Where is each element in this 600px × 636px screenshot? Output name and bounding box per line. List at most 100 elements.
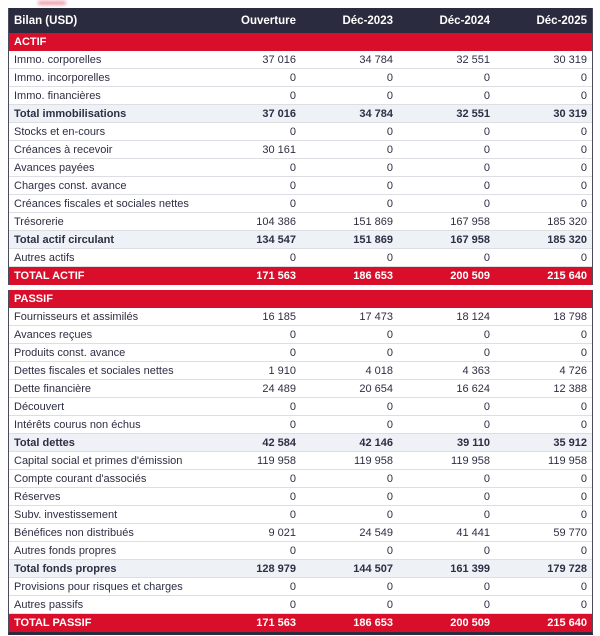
row-value-dec-2025: 215 640 xyxy=(547,617,587,629)
table-row: Dette financière 24 489 20 654 16 624 12… xyxy=(9,380,592,398)
row-label: Compte courant d'associés xyxy=(14,472,147,485)
row-value-dec-2025: 0 xyxy=(580,251,587,264)
table-row: Avances payées 0 0 0 0 xyxy=(9,159,592,177)
table-row: Immo. incorporelles 0 0 0 0 xyxy=(9,69,592,87)
row-value-ouverture: 171 563 xyxy=(256,617,296,629)
row-value-dec-2025: 0 xyxy=(580,328,587,341)
row-value-ouverture: 0 xyxy=(289,508,296,521)
row-value-dec-2024: 16 624 xyxy=(456,382,490,395)
row-value-ouverture: 1 910 xyxy=(268,364,296,377)
row-value-dec-2025: 0 xyxy=(580,580,587,593)
row-label: TOTAL ACTIF xyxy=(14,270,85,282)
row-value-dec-2024: 18 124 xyxy=(456,310,490,323)
row-value-dec-2024: 0 xyxy=(483,490,490,503)
row-value-dec-2023: 0 xyxy=(386,490,393,503)
row-value-dec-2025: 0 xyxy=(580,418,587,431)
row-value-dec-2024: 32 551 xyxy=(456,107,490,120)
row-value-ouverture: 0 xyxy=(289,161,296,174)
table-row: Trésorerie 104 386 151 869 167 958 185 3… xyxy=(9,213,592,231)
balance-sheet-table: Bilan (USD) Ouverture Déc-2023 Déc-2024 … xyxy=(8,8,593,635)
row-value-ouverture: 0 xyxy=(289,598,296,611)
row-value-dec-2023: 144 507 xyxy=(353,562,393,575)
row-label: Autres actifs xyxy=(14,251,75,264)
section-header-passif: PASSIF xyxy=(9,290,592,308)
row-label: Total actif circulant xyxy=(14,233,115,246)
row-value-dec-2023: 0 xyxy=(386,328,393,341)
row-label: Créances à recevoir xyxy=(14,143,113,156)
table-row: Dettes fiscales et sociales nettes 1 910… xyxy=(9,362,592,380)
row-value-ouverture: 0 xyxy=(289,89,296,102)
row-label: Dette financière xyxy=(14,382,92,395)
row-value-dec-2025: 4 726 xyxy=(559,364,587,377)
table-row: Avances reçues 0 0 0 0 xyxy=(9,326,592,344)
row-value-dec-2023: 0 xyxy=(386,508,393,521)
row-value-ouverture: 119 958 xyxy=(257,454,296,467)
row-value-ouverture: 37 016 xyxy=(262,53,296,66)
row-value-ouverture: 24 489 xyxy=(262,382,296,395)
row-value-dec-2024: 0 xyxy=(483,346,490,359)
table-row: Créances à recevoir 30 161 0 0 0 xyxy=(9,141,592,159)
row-label: Immo. incorporelles xyxy=(14,71,110,84)
table-body: ACTIF Immo. corporelles 37 016 34 784 32… xyxy=(8,33,593,632)
row-value-dec-2023: 34 784 xyxy=(359,107,393,120)
row-value-dec-2024: 39 110 xyxy=(456,436,490,449)
table-header: Bilan (USD) Ouverture Déc-2023 Déc-2024 … xyxy=(9,8,592,33)
row-value-ouverture: 134 547 xyxy=(256,233,296,246)
row-label: Avances payées xyxy=(14,161,95,174)
table-row: Découvert 0 0 0 0 xyxy=(9,398,592,416)
row-label: Dettes fiscales et sociales nettes xyxy=(14,364,174,377)
row-value-dec-2023: 0 xyxy=(386,418,393,431)
row-value-dec-2025: 12 388 xyxy=(553,382,587,395)
row-value-dec-2023: 0 xyxy=(386,544,393,557)
row-value-dec-2024: 0 xyxy=(483,328,490,341)
row-value-dec-2023: 0 xyxy=(386,125,393,138)
row-value-dec-2025: 30 319 xyxy=(553,107,587,120)
row-value-dec-2024: 0 xyxy=(483,544,490,557)
row-value-dec-2023: 24 549 xyxy=(359,526,393,539)
row-value-dec-2023: 0 xyxy=(386,400,393,413)
row-value-ouverture: 128 979 xyxy=(256,562,296,575)
row-value-ouverture: 171 563 xyxy=(256,270,296,282)
table-row: Autres fonds propres 0 0 0 0 xyxy=(9,542,592,560)
row-value-dec-2024: 0 xyxy=(483,71,490,84)
row-value-ouverture: 0 xyxy=(289,346,296,359)
row-value-dec-2025: 119 958 xyxy=(548,454,587,467)
row-value-ouverture: 0 xyxy=(289,418,296,431)
row-value-dec-2023: 42 146 xyxy=(359,436,393,449)
row-value-dec-2025: 0 xyxy=(580,490,587,503)
table-row: Autres actifs 0 0 0 0 xyxy=(9,249,592,267)
row-value-dec-2023: 34 784 xyxy=(359,53,393,66)
row-value-dec-2024: 0 xyxy=(483,598,490,611)
row-value-dec-2023: 0 xyxy=(386,472,393,485)
row-value-dec-2023: 0 xyxy=(386,143,393,156)
row-value-dec-2024: 0 xyxy=(483,89,490,102)
section-label: ACTIF xyxy=(14,36,47,48)
row-value-dec-2023: 17 473 xyxy=(359,310,393,323)
table-row: Total dettes 42 584 42 146 39 110 35 912 xyxy=(9,434,592,452)
row-label: Produits const. avance xyxy=(14,346,126,359)
row-value-dec-2025: 18 798 xyxy=(553,310,587,323)
row-value-dec-2025: 0 xyxy=(580,71,587,84)
row-value-dec-2023: 20 654 xyxy=(359,382,393,395)
row-value-dec-2023: 0 xyxy=(386,251,393,264)
row-value-dec-2025: 0 xyxy=(580,89,587,102)
row-value-dec-2025: 215 640 xyxy=(547,270,587,282)
row-value-dec-2024: 0 xyxy=(483,580,490,593)
row-value-ouverture: 0 xyxy=(289,544,296,557)
table-row: Intérêts courus non échus 0 0 0 0 xyxy=(9,416,592,434)
row-value-dec-2025: 0 xyxy=(580,143,587,156)
row-value-dec-2025: 0 xyxy=(580,197,587,210)
row-value-dec-2024: 0 xyxy=(483,400,490,413)
table-row: Immo. corporelles 37 016 34 784 32 551 3… xyxy=(9,51,592,69)
row-value-dec-2024: 200 509 xyxy=(450,270,490,282)
table-row: Total fonds propres 128 979 144 507 161 … xyxy=(9,560,592,578)
row-value-dec-2023: 186 653 xyxy=(353,270,393,282)
table-row: Subv. investissement 0 0 0 0 xyxy=(9,506,592,524)
row-value-dec-2024: 167 958 xyxy=(450,233,490,246)
row-value-dec-2025: 0 xyxy=(580,161,587,174)
row-value-dec-2023: 119 958 xyxy=(354,454,393,467)
row-value-dec-2024: 0 xyxy=(483,472,490,485)
row-value-ouverture: 0 xyxy=(289,580,296,593)
row-label: Avances reçues xyxy=(14,328,93,341)
row-label: Stocks et en-cours xyxy=(14,125,106,138)
